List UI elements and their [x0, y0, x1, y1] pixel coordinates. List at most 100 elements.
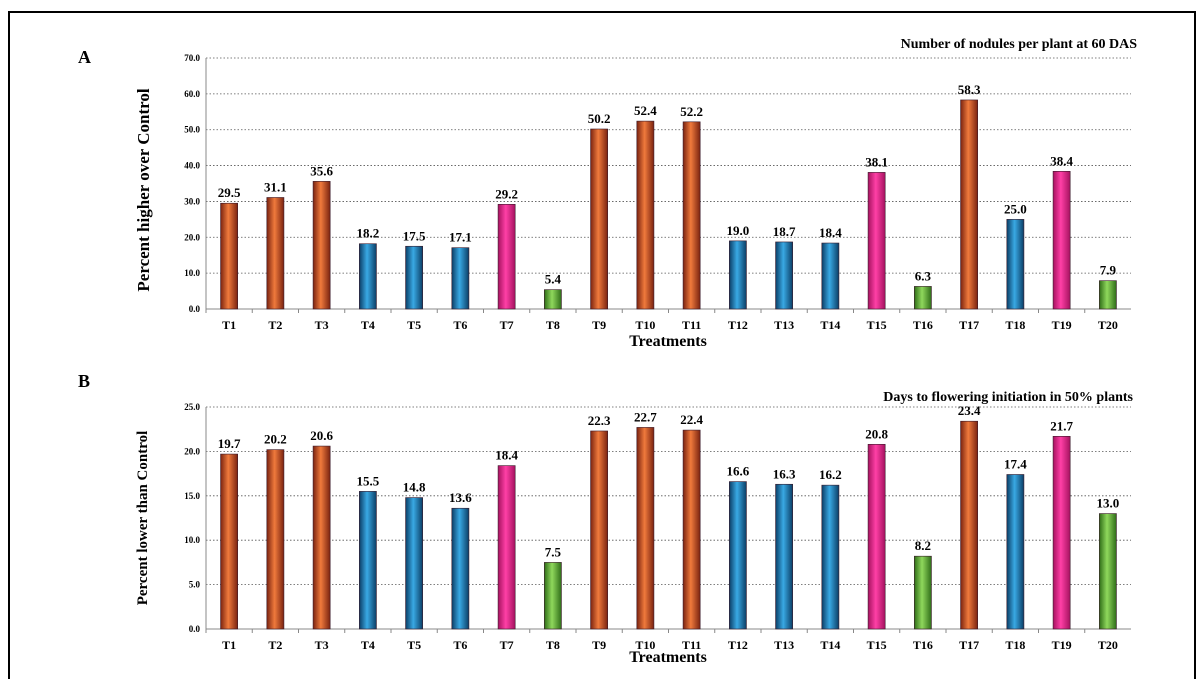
y-tick-label: 10.0 — [184, 268, 200, 278]
y-tick-label: 10.0 — [184, 535, 200, 545]
y-tick-label: 15.0 — [184, 491, 200, 501]
category-label: T7 — [500, 638, 514, 652]
value-label: 20.2 — [264, 432, 287, 447]
chart-title: Days to flowering initiation in 50% plan… — [883, 390, 1133, 405]
bar-t19 — [1052, 436, 1071, 630]
category-label: T8 — [546, 318, 560, 332]
value-label: 21.7 — [1050, 418, 1073, 433]
bar-t9 — [590, 430, 608, 630]
y-tick-label: 50.0 — [184, 125, 200, 135]
bar-t20 — [1099, 513, 1117, 630]
bar-t6 — [451, 247, 470, 310]
panel-label: B — [78, 371, 90, 391]
y-tick-label: 5.0 — [189, 580, 201, 590]
bar-t7 — [497, 203, 516, 310]
value-label: 18.4 — [819, 225, 842, 240]
bar-t12 — [729, 481, 747, 630]
y-tick-label: 20.0 — [184, 446, 200, 456]
bar-t17 — [960, 99, 978, 310]
category-label: T13 — [774, 638, 794, 652]
bar-t10 — [636, 427, 655, 630]
y-axis-label: Percent lower than Control — [135, 431, 151, 606]
category-label: T7 — [500, 318, 514, 332]
category-label: T9 — [592, 638, 606, 652]
bar-t14 — [821, 242, 840, 310]
value-label: 14.8 — [403, 480, 426, 495]
bar-t14 — [821, 484, 840, 630]
value-labels: 29.5 31.1 35.6 18.2 17.5 17.1 29.2 5.4 50.2 52.4 5… — [218, 82, 1117, 287]
category-label: T8 — [546, 638, 560, 652]
bar-t18 — [1006, 219, 1025, 310]
y-tick-label: 0.0 — [189, 304, 201, 314]
chart-panel-b: B Days to flowering initiation in 50% pl… — [78, 371, 1134, 666]
category-label: T15 — [867, 318, 887, 332]
bar-t4 — [359, 243, 377, 310]
bar-t16 — [914, 555, 932, 630]
value-label: 50.2 — [588, 111, 611, 126]
category-label: T3 — [315, 318, 329, 332]
category-label: T14 — [820, 638, 840, 652]
category-label: T11 — [682, 638, 701, 652]
bar-t19 — [1052, 171, 1071, 310]
category-label: T12 — [728, 318, 748, 332]
value-label: 17.4 — [1004, 456, 1027, 471]
category-label: T6 — [453, 638, 467, 652]
y-axis-label: Percent higher over Control — [134, 88, 153, 291]
category-label: T18 — [1005, 638, 1025, 652]
category-label: T15 — [867, 638, 887, 652]
value-label: 22.3 — [588, 413, 611, 428]
bar-t15 — [867, 443, 886, 630]
value-label: 5.4 — [545, 272, 562, 287]
y-tick-labels: 0.0 5.0 10.0 15.0 20.0 25.0 — [184, 402, 200, 634]
y-tick-labels: 0.0 10.0 20.0 30.0 40.0 50.0 60.0 70.0 — [184, 53, 200, 314]
category-label: T5 — [407, 318, 421, 332]
y-tick-label: 30.0 — [184, 196, 200, 206]
category-labels: T1 T2 T3 T4 T5 T6 T7 T8 T9 T10 T11 T12 T13 T14 T15 T16 T… — [222, 638, 1118, 652]
bar-t12 — [729, 240, 747, 310]
value-label: 31.1 — [264, 179, 287, 194]
bar-t8 — [544, 289, 562, 310]
category-label: T20 — [1098, 638, 1118, 652]
x-axis-label: Treatments — [629, 333, 707, 350]
category-label: T19 — [1052, 318, 1072, 332]
category-label: T1 — [222, 318, 236, 332]
category-label: T17 — [959, 638, 979, 652]
category-label: T1 — [222, 638, 236, 652]
y-tick-label: 0.0 — [189, 624, 201, 634]
category-label: T2 — [268, 318, 282, 332]
category-label: T17 — [959, 318, 979, 332]
value-label: 15.5 — [357, 473, 380, 488]
value-label: 16.2 — [819, 467, 842, 482]
bar-t16 — [914, 286, 932, 310]
value-label: 38.1 — [865, 154, 888, 169]
category-label: T16 — [913, 318, 933, 332]
bar-t18 — [1006, 474, 1025, 630]
value-label: 17.1 — [449, 230, 472, 245]
value-label: 7.5 — [545, 544, 562, 559]
value-label: 13.0 — [1097, 496, 1120, 511]
category-label: T14 — [820, 318, 840, 332]
value-label: 16.6 — [727, 464, 750, 479]
y-tick-label: 20.0 — [184, 232, 200, 242]
category-label: T6 — [453, 318, 467, 332]
value-label: 19.7 — [218, 436, 241, 451]
category-label: T4 — [361, 638, 375, 652]
panel-label: A — [78, 47, 91, 67]
value-label: 58.3 — [958, 82, 981, 97]
bar-t15 — [867, 172, 886, 310]
category-label: T18 — [1005, 318, 1025, 332]
bar-t8 — [544, 562, 562, 630]
category-label: T16 — [913, 638, 933, 652]
value-label: 52.4 — [634, 103, 657, 118]
y-tick-label: 60.0 — [184, 89, 200, 99]
value-label: 19.0 — [727, 223, 750, 238]
chart-title: Number of nodules per plant at 60 DAS — [901, 37, 1138, 52]
category-label: T5 — [407, 638, 421, 652]
bar-t4 — [359, 491, 377, 630]
category-label: T3 — [315, 638, 329, 652]
category-label: T12 — [728, 638, 748, 652]
bar-t2 — [266, 197, 285, 310]
bar-t1 — [220, 202, 238, 310]
category-label: T10 — [635, 638, 655, 652]
